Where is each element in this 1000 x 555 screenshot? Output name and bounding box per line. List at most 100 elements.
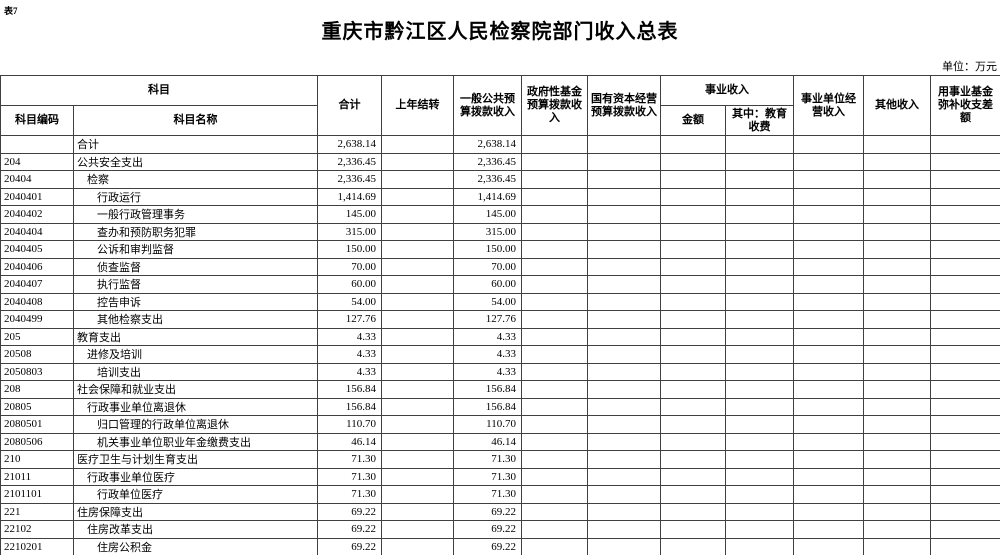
gov-fund-cell: [521, 135, 588, 154]
operating-income-cell: [793, 450, 864, 469]
operating-income-cell: [793, 310, 864, 329]
other-income-cell: [863, 310, 931, 329]
table-row: 221 住房保障支出 69.22 69.22: [0, 502, 1000, 521]
education-fee-cell: [725, 327, 794, 346]
gov-fund-cell: [521, 327, 588, 346]
state-capital-cell: [587, 327, 661, 346]
other-income-cell: [863, 187, 931, 206]
gov-fund-cell: [521, 380, 588, 399]
business-amount-cell: [660, 485, 726, 504]
fund-balance-cell: [930, 537, 1000, 555]
state-capital-cell: [587, 537, 661, 555]
total-cell: 110.70: [317, 415, 382, 434]
gov-fund-cell: [521, 432, 588, 451]
education-fee-cell: [725, 135, 794, 154]
fund-balance-cell: [930, 135, 1000, 154]
subject-name-cell: 培训支出: [73, 362, 318, 381]
business-amount-cell: [660, 170, 726, 189]
fund-balance-cell: [930, 170, 1000, 189]
fund-balance-cell: [930, 152, 1000, 171]
table-row: 22102 住房改革支出 69.22 69.22: [0, 520, 1000, 539]
subject-code-cell: 2040404: [0, 222, 74, 241]
general-budget-cell: 4.33: [453, 362, 522, 381]
income-summary-table: 科目 合计 上年结转 一般公共预算拨款收入 政府性基金预算拨款收入 国有资本经营…: [0, 75, 1000, 555]
education-fee-cell: [725, 310, 794, 329]
education-fee-cell: [725, 450, 794, 469]
education-fee-cell: [725, 520, 794, 539]
operating-income-cell: [793, 257, 864, 276]
carryover-cell: [381, 135, 454, 154]
subject-code-cell: 2101101: [0, 485, 74, 504]
operating-income-cell: [793, 467, 864, 486]
table-row: 2040405 公诉和审判监督 150.00 150.00: [0, 240, 1000, 259]
subject-code-cell: 2040401: [0, 187, 74, 206]
subject-code-cell: [0, 135, 74, 154]
state-capital-cell: [587, 485, 661, 504]
gov-fund-cell: [521, 467, 588, 486]
state-capital-cell: [587, 415, 661, 434]
education-fee-cell: [725, 345, 794, 364]
state-capital-cell: [587, 275, 661, 294]
general-budget-cell: 2,336.45: [453, 170, 522, 189]
table-row: 2210201 住房公积金 69.22 69.22: [0, 537, 1000, 555]
operating-income-cell: [793, 275, 864, 294]
state-capital-cell: [587, 292, 661, 311]
subject-name-cell: 机关事业单位职业年金缴费支出: [73, 432, 318, 451]
business-amount-cell: [660, 415, 726, 434]
operating-income-cell: [793, 240, 864, 259]
total-cell: 2,336.45: [317, 152, 382, 171]
general-budget-cell: 71.30: [453, 450, 522, 469]
education-fee-cell: [725, 257, 794, 276]
gov-fund-cell: [521, 520, 588, 539]
other-income-cell: [863, 432, 931, 451]
subject-code-cell: 20805: [0, 397, 74, 416]
total-cell: 315.00: [317, 222, 382, 241]
education-fee-cell: [725, 222, 794, 241]
state-capital-cell: [587, 432, 661, 451]
subject-code-cell: 2040405: [0, 240, 74, 259]
state-capital-cell: [587, 380, 661, 399]
total-cell: 156.84: [317, 397, 382, 416]
operating-income-cell: [793, 380, 864, 399]
education-fee-cell: [725, 467, 794, 486]
business-amount-cell: [660, 502, 726, 521]
business-amount-cell: [660, 310, 726, 329]
education-fee-cell: [725, 432, 794, 451]
table-row: 合计 2,638.14 2,638.14: [0, 135, 1000, 154]
carryover-cell: [381, 310, 454, 329]
business-amount-cell: [660, 222, 726, 241]
education-fee-cell: [725, 205, 794, 224]
education-fee-cell: [725, 275, 794, 294]
table-row: 2040401 行政运行 1,414.69 1,414.69: [0, 187, 1000, 206]
total-cell: 54.00: [317, 292, 382, 311]
gov-fund-cell: [521, 205, 588, 224]
table-row: 21011 行政事业单位医疗 71.30 71.30: [0, 467, 1000, 486]
operating-income-cell: [793, 205, 864, 224]
table-row: 210 医疗卫生与计划生育支出 71.30 71.30: [0, 450, 1000, 469]
general-budget-cell: 110.70: [453, 415, 522, 434]
header-general-budget: 一般公共预算拨款收入: [453, 75, 522, 136]
total-cell: 46.14: [317, 432, 382, 451]
operating-income-cell: [793, 502, 864, 521]
table-row: 2040402 一般行政管理事务 145.00 145.00: [0, 205, 1000, 224]
carryover-cell: [381, 362, 454, 381]
subject-code-cell: 221: [0, 502, 74, 521]
business-amount-cell: [660, 450, 726, 469]
subject-name-cell: 行政事业单位离退休: [73, 397, 318, 416]
carryover-cell: [381, 415, 454, 434]
business-amount-cell: [660, 327, 726, 346]
subject-code-cell: 210: [0, 450, 74, 469]
business-amount-cell: [660, 362, 726, 381]
operating-income-cell: [793, 135, 864, 154]
other-income-cell: [863, 327, 931, 346]
fund-balance-cell: [930, 485, 1000, 504]
carryover-cell: [381, 345, 454, 364]
carryover-cell: [381, 222, 454, 241]
state-capital-cell: [587, 362, 661, 381]
other-income-cell: [863, 537, 931, 555]
business-amount-cell: [660, 292, 726, 311]
gov-fund-cell: [521, 415, 588, 434]
carryover-cell: [381, 502, 454, 521]
fund-balance-cell: [930, 520, 1000, 539]
